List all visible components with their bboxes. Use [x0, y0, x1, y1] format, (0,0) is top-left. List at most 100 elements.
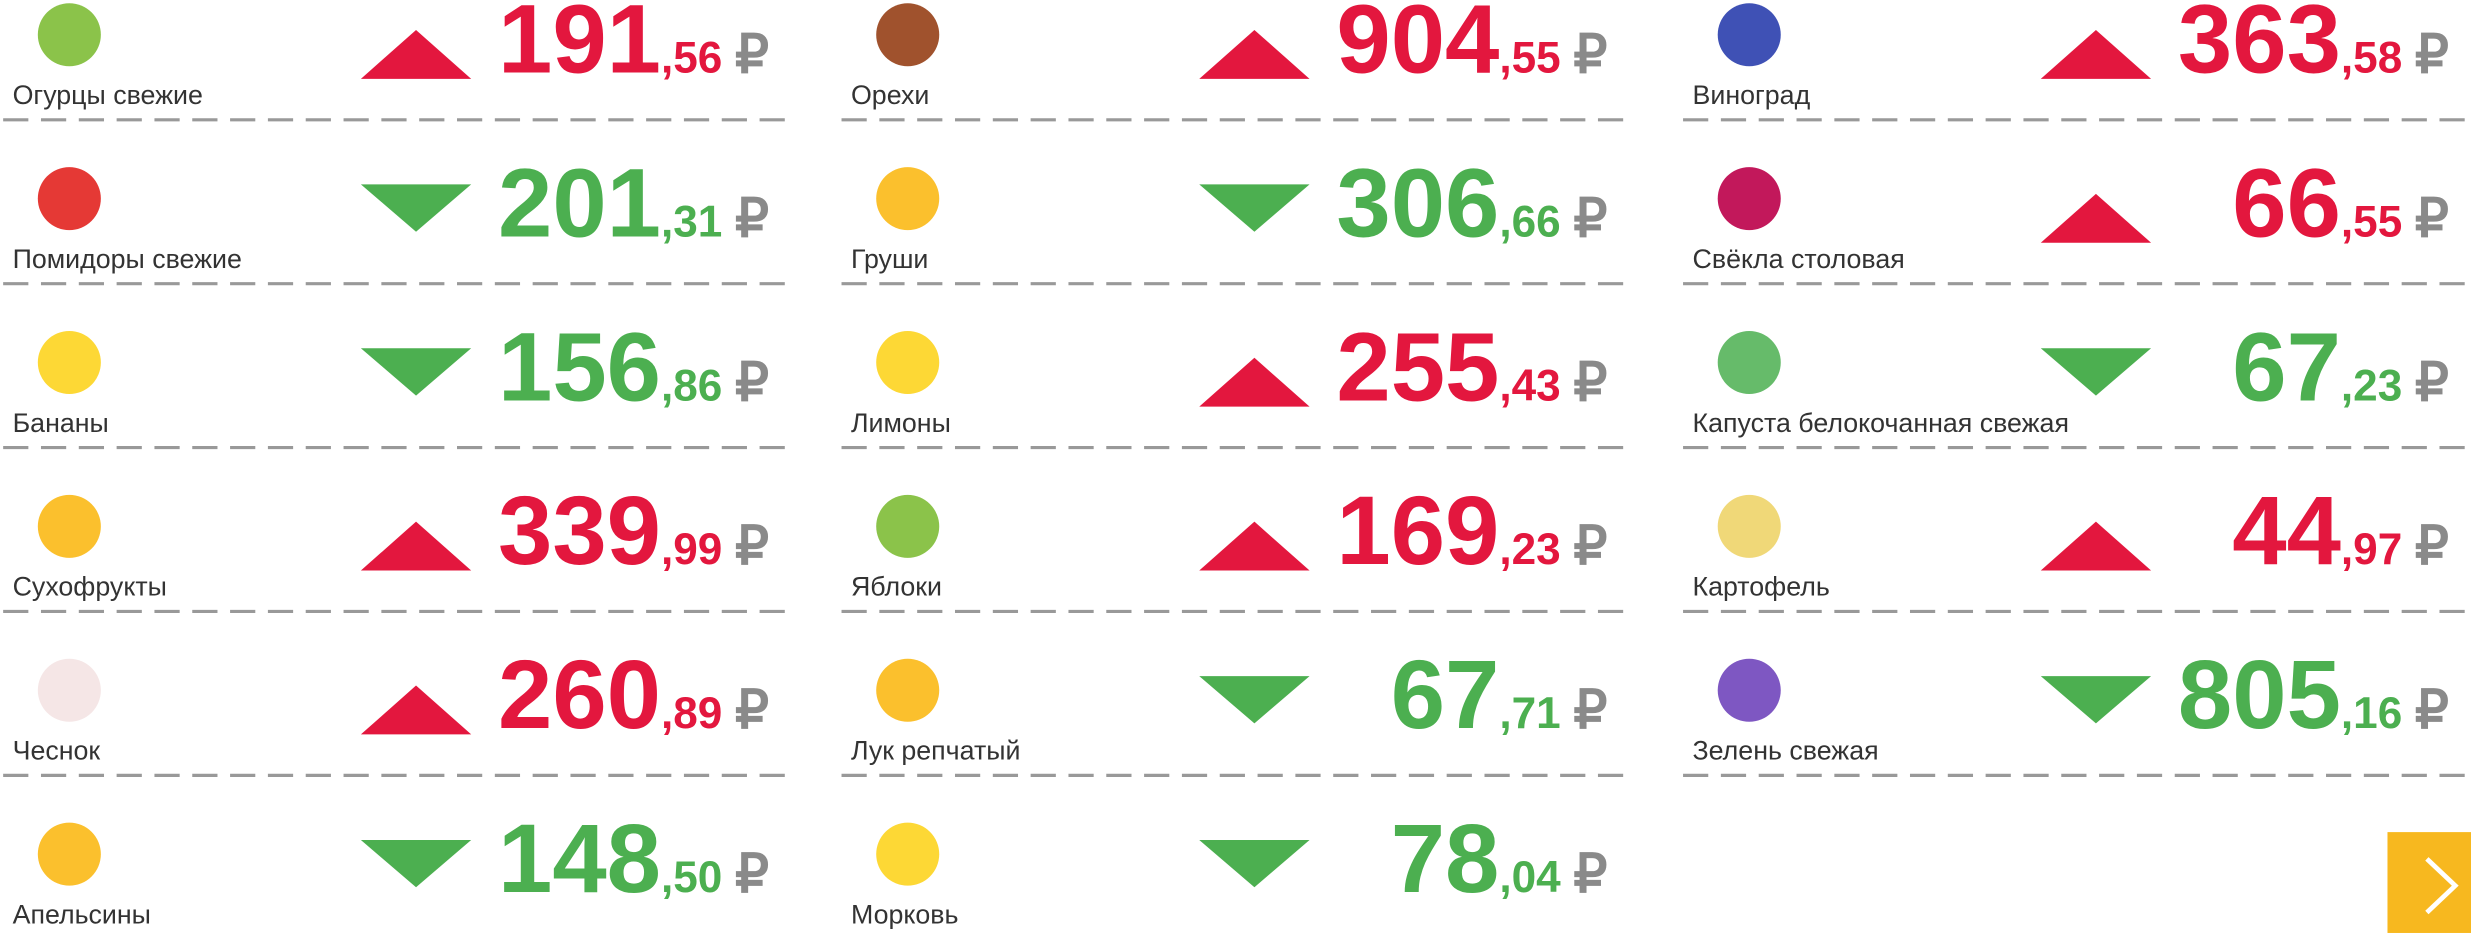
price-kop: ,58	[2341, 34, 2402, 83]
price: 255,43 ₽	[1336, 312, 1607, 421]
price-rub: 67	[1391, 640, 1500, 749]
price-rub: 255	[1336, 312, 1499, 421]
currency: ₽	[735, 352, 769, 412]
product-name: Зелень свежая	[1693, 736, 1879, 766]
price-item: Картофель 44,97 ₽	[1683, 476, 2468, 614]
price-rub: 339	[498, 476, 661, 585]
price-kop: ,56	[661, 34, 722, 83]
price: 805,16 ₽	[2178, 640, 2449, 749]
trend-down	[360, 839, 472, 888]
price-item: Яблоки 169,23 ₽	[841, 476, 1627, 614]
price-rub: 260	[498, 640, 661, 749]
price-rub: 363	[2178, 0, 2341, 94]
currency: ₽	[735, 188, 769, 248]
product-icon	[876, 3, 940, 67]
price: 306,66 ₽	[1336, 148, 1607, 257]
product-name: Лук репчатый	[851, 736, 1020, 766]
price-item: Бананы 156,86 ₽	[3, 312, 788, 450]
price-item: Капуста белокочанная свежая 67,23 ₽	[1683, 312, 2468, 450]
price-item: Лимоны 255,43 ₽	[841, 312, 1627, 450]
product-icon	[37, 822, 101, 886]
price-rub: 201	[498, 148, 661, 257]
price-item: Чеснок 260,89 ₽	[3, 640, 788, 777]
price-kop: ,16	[2341, 689, 2402, 738]
trend-down	[360, 348, 472, 396]
trend-down	[2040, 676, 2152, 724]
price-kop: ,89	[661, 689, 722, 738]
product-icon	[1717, 167, 1781, 231]
product-icon	[1717, 658, 1781, 722]
price: 904,55 ₽	[1336, 0, 1607, 94]
price-kop: ,50	[661, 853, 722, 902]
price-kop: ,97	[2341, 525, 2402, 574]
price-kop: ,86	[661, 361, 722, 410]
price: 191,56 ₽	[498, 0, 769, 94]
trend-up	[1199, 29, 1310, 79]
currency: ₽	[735, 680, 769, 740]
currency: ₽	[2415, 25, 2449, 85]
next-button-bg[interactable]	[2387, 832, 2471, 933]
product-icon	[1717, 330, 1781, 395]
product-name: Сухофрукты	[13, 572, 167, 602]
price: 363,58 ₽	[2178, 0, 2449, 94]
price-kop: ,71	[1499, 689, 1560, 738]
product-name: Помидоры свежие	[13, 244, 242, 274]
trend-down	[1199, 676, 1310, 724]
price: 78,04 ₽	[1391, 804, 1608, 913]
price-rub: 66	[2232, 148, 2341, 257]
product-name: Огурцы свежие	[13, 80, 203, 110]
price-kop: ,23	[1499, 525, 1560, 574]
product-icon	[876, 658, 940, 722]
trend-up	[2040, 521, 2152, 571]
price-item: Груши 306,66 ₽	[841, 148, 1627, 286]
price-kop: ,55	[2341, 197, 2402, 246]
price: 44,97 ₽	[2232, 476, 2449, 585]
price-item: Сухофрукты 339,99 ₽	[3, 476, 788, 614]
price-item: Огурцы свежие 191,56 ₽	[3, 0, 788, 122]
product-name: Лимоны	[851, 408, 951, 438]
price-item: Виноград 363,58 ₽	[1683, 0, 2468, 122]
currency: ₽	[1573, 680, 1607, 740]
product-name: Апельсины	[13, 900, 151, 930]
product-icon	[876, 167, 940, 231]
price: 148,50 ₽	[498, 804, 769, 913]
product-icon	[1717, 494, 1781, 558]
product-icon	[1717, 3, 1781, 67]
price-item: Помидоры свежие 201,31 ₽	[3, 148, 788, 286]
trend-down	[360, 184, 472, 232]
price-kop: ,31	[661, 197, 722, 246]
price: 260,89 ₽	[498, 640, 769, 749]
next-button[interactable]	[2387, 832, 2471, 933]
price-kop: ,04	[1499, 853, 1561, 902]
price-item: Зелень свежая 805,16 ₽	[1683, 640, 2468, 777]
product-icon	[37, 494, 101, 558]
trend-up	[2040, 29, 2152, 79]
product-name: Картофель	[1693, 572, 1830, 602]
product-name: Морковь	[851, 900, 959, 930]
trend-up	[360, 521, 472, 571]
product-icon	[37, 330, 101, 395]
price: 67,71 ₽	[1391, 640, 1608, 749]
trend-up	[2040, 193, 2152, 243]
price-rub: 904	[1336, 0, 1499, 94]
price-rub: 67	[2232, 312, 2341, 421]
price-item: Морковь 78,04 ₽	[851, 804, 1607, 930]
product-name: Свёкла столовая	[1693, 244, 1905, 274]
price-rub: 805	[2178, 640, 2341, 749]
trend-up	[360, 29, 472, 79]
currency: ₽	[735, 516, 769, 576]
price-rub: 148	[498, 804, 661, 913]
price-item: Лук репчатый 67,71 ₽	[841, 640, 1627, 777]
product-icon	[876, 330, 940, 395]
currency: ₽	[1573, 844, 1607, 904]
product-name: Орехи	[851, 80, 929, 110]
trend-up	[360, 685, 472, 735]
price-rub: 44	[2232, 476, 2341, 585]
next-arrow[interactable]	[2425, 857, 2459, 915]
price-kop: ,66	[1499, 197, 1560, 246]
product-icon	[37, 658, 101, 722]
product-name: Бананы	[13, 408, 109, 438]
price-rub: 78	[1391, 804, 1500, 913]
trend-up	[1199, 357, 1310, 407]
